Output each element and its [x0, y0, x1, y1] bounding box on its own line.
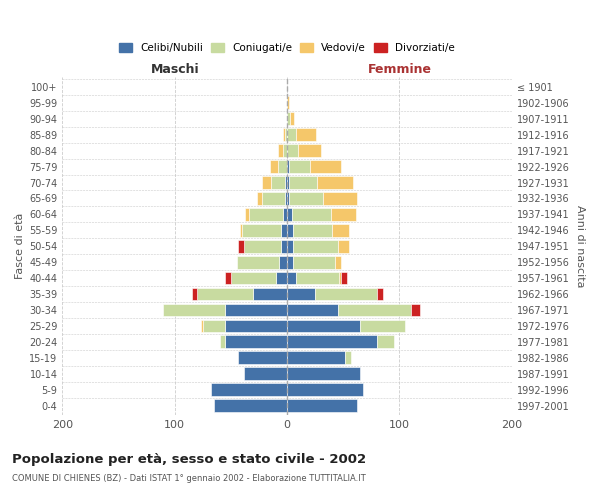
Bar [200, 320, 203, 332]
Bar [287, 256, 293, 268]
Bar [245, 208, 249, 220]
Bar [410, 304, 419, 316]
Bar [287, 399, 356, 412]
Legend: Celibi/Nubili, Coniugati/e, Vedovi/e, Divorziati/e: Celibi/Nubili, Coniugati/e, Vedovi/e, Di… [115, 38, 459, 57]
Bar [339, 272, 341, 284]
Text: Femmine: Femmine [367, 62, 431, 76]
Bar [197, 288, 253, 300]
Bar [244, 368, 287, 380]
Bar [238, 352, 287, 364]
Bar [163, 304, 225, 316]
Y-axis label: Fasce di età: Fasce di età [15, 213, 25, 280]
Bar [377, 336, 394, 348]
Bar [281, 224, 287, 236]
Bar [287, 144, 298, 157]
Bar [332, 224, 349, 236]
Bar [310, 160, 341, 173]
Bar [338, 240, 349, 252]
Text: COMUNE DI CHIENES (BZ) - Dati ISTAT 1° gennaio 2002 - Elaborazione TUTTITALIA.IT: COMUNE DI CHIENES (BZ) - Dati ISTAT 1° g… [12, 474, 366, 483]
Bar [287, 128, 296, 141]
Bar [290, 112, 294, 125]
Bar [287, 320, 360, 332]
Bar [287, 240, 293, 252]
Bar [240, 224, 242, 236]
Bar [191, 288, 197, 300]
Bar [276, 272, 287, 284]
Bar [278, 160, 287, 173]
Bar [225, 272, 231, 284]
Bar [214, 399, 287, 412]
Bar [285, 128, 287, 141]
Bar [225, 320, 287, 332]
Bar [287, 272, 296, 284]
Bar [257, 192, 262, 205]
Bar [315, 288, 377, 300]
Bar [296, 272, 339, 284]
Bar [287, 368, 360, 380]
Bar [287, 192, 289, 205]
Bar [225, 304, 287, 316]
Bar [287, 304, 338, 316]
Bar [225, 336, 287, 348]
Bar [293, 224, 332, 236]
Bar [287, 160, 289, 173]
Bar [203, 320, 225, 332]
Bar [360, 320, 405, 332]
Bar [220, 336, 225, 348]
Bar [253, 288, 287, 300]
Bar [292, 208, 331, 220]
Bar [287, 208, 292, 220]
Bar [287, 352, 346, 364]
Bar [289, 192, 323, 205]
Bar [283, 208, 287, 220]
Bar [331, 208, 356, 220]
Bar [323, 192, 356, 205]
Bar [293, 240, 338, 252]
Bar [377, 288, 383, 300]
Bar [236, 256, 279, 268]
Text: Maschi: Maschi [151, 62, 199, 76]
Bar [338, 304, 410, 316]
Bar [242, 224, 281, 236]
Bar [283, 128, 285, 141]
Bar [283, 144, 287, 157]
Bar [262, 192, 285, 205]
Y-axis label: Anni di nascita: Anni di nascita [575, 205, 585, 288]
Bar [244, 240, 281, 252]
Bar [298, 144, 321, 157]
Text: Popolazione per età, sesso e stato civile - 2002: Popolazione per età, sesso e stato civil… [12, 452, 366, 466]
Bar [231, 272, 276, 284]
Bar [287, 384, 364, 396]
Bar [296, 128, 316, 141]
Bar [285, 176, 287, 189]
Bar [335, 256, 341, 268]
Bar [341, 272, 347, 284]
Bar [285, 192, 287, 205]
Bar [262, 176, 271, 189]
Bar [289, 160, 310, 173]
Bar [287, 112, 290, 125]
Bar [238, 240, 244, 252]
Bar [211, 384, 287, 396]
Bar [287, 176, 289, 189]
Bar [249, 208, 283, 220]
Bar [293, 256, 335, 268]
Bar [270, 160, 278, 173]
Bar [289, 176, 317, 189]
Bar [271, 176, 285, 189]
Bar [287, 96, 289, 109]
Bar [317, 176, 353, 189]
Bar [287, 224, 293, 236]
Bar [287, 288, 315, 300]
Bar [278, 144, 283, 157]
Bar [287, 336, 377, 348]
Bar [281, 240, 287, 252]
Bar [346, 352, 351, 364]
Bar [279, 256, 287, 268]
